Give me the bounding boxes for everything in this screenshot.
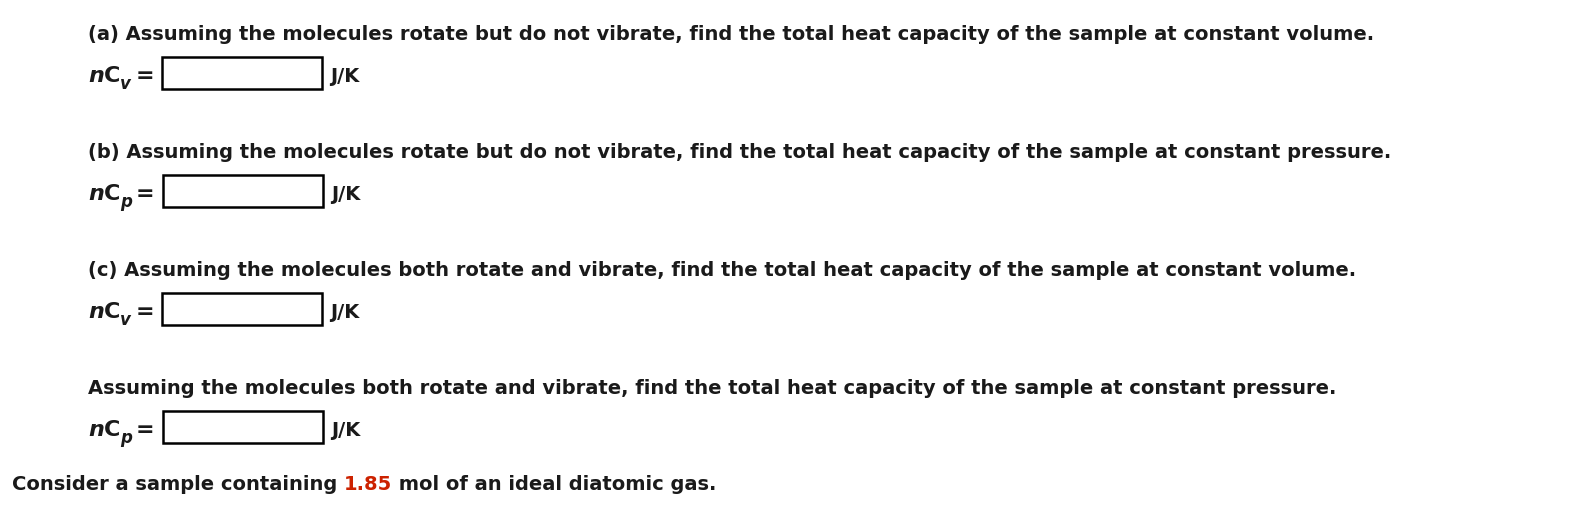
Text: n: n — [88, 420, 104, 440]
Text: p: p — [120, 193, 132, 211]
Text: =: = — [135, 420, 155, 440]
Text: v: v — [120, 311, 131, 329]
Text: mol of an ideal diatomic gas.: mol of an ideal diatomic gas. — [392, 475, 717, 494]
Text: C: C — [104, 66, 120, 86]
Text: (a) Assuming the molecules rotate but do not vibrate, find the total heat capaci: (a) Assuming the molecules rotate but do… — [88, 25, 1374, 44]
Text: 1.85: 1.85 — [344, 475, 392, 494]
Text: J/K: J/K — [330, 185, 360, 204]
Text: J/K: J/K — [330, 67, 359, 86]
Text: C: C — [104, 302, 120, 322]
Text: n: n — [88, 66, 104, 86]
Text: v: v — [120, 75, 131, 93]
Text: C: C — [104, 420, 120, 440]
Text: =: = — [135, 302, 153, 322]
Text: =: = — [135, 66, 153, 86]
Text: Assuming the molecules both rotate and vibrate, find the total heat capacity of : Assuming the molecules both rotate and v… — [88, 379, 1336, 398]
Text: (c) Assuming the molecules both rotate and vibrate, find the total heat capacity: (c) Assuming the molecules both rotate a… — [88, 261, 1356, 280]
Text: C: C — [104, 184, 120, 204]
Text: n: n — [88, 184, 104, 204]
Text: p: p — [120, 429, 132, 447]
Text: n: n — [88, 302, 104, 322]
Text: J/K: J/K — [330, 303, 359, 322]
Text: =: = — [135, 184, 155, 204]
Text: Consider a sample containing: Consider a sample containing — [13, 475, 344, 494]
Text: J/K: J/K — [330, 421, 360, 440]
Text: (b) Assuming the molecules rotate but do not vibrate, find the total heat capaci: (b) Assuming the molecules rotate but do… — [88, 143, 1392, 162]
